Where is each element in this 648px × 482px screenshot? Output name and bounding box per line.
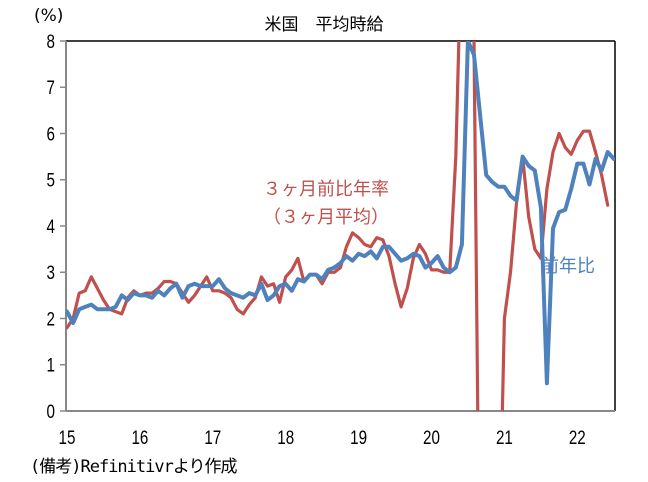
- x-tick-label: 15: [59, 426, 76, 448]
- y-tick-label: 4: [47, 215, 56, 237]
- x-axis: 15 16 17 18 19 20 21 22: [59, 410, 615, 448]
- x-tick-label: 19: [350, 426, 367, 448]
- x-tick-label: 20: [423, 426, 440, 448]
- series-3m-annualized-line: [66, 41, 610, 411]
- x-tick-label: 18: [277, 426, 294, 448]
- annotation-red-line-1: ３ヶ月前比年率: [263, 179, 389, 200]
- x-tick-label: 16: [131, 426, 148, 448]
- y-tick-label: 6: [47, 123, 55, 145]
- y-axis-unit-label: (%): [34, 6, 64, 26]
- y-tick-label: 5: [47, 169, 55, 191]
- y-tick-label: 8: [47, 30, 55, 52]
- y-tick-label: 2: [47, 308, 55, 330]
- x-tick-label: 22: [569, 426, 586, 448]
- y-tick-label: 3: [47, 262, 55, 284]
- x-tick-label: 17: [204, 426, 221, 448]
- annotation-blue-series: 前年比: [541, 256, 595, 277]
- y-axis: 0 1 2 3 4 5 6 7 8: [47, 30, 67, 422]
- annotation-red-line-2: （３ヶ月平均）: [263, 207, 389, 228]
- y-tick-label: 1: [47, 354, 55, 376]
- chart-title: 米国 平均時給: [264, 15, 384, 35]
- y-tick-label: 0: [47, 400, 55, 422]
- series-yoy-line: [66, 41, 615, 386]
- annotation-red-series: ３ヶ月前比年率 （３ヶ月平均）: [236, 176, 416, 232]
- x-tick-label: 21: [496, 426, 513, 448]
- y-tick-label: 7: [47, 77, 55, 99]
- plot-frame: [66, 40, 616, 411]
- source-note: (備考)Refinitivrより作成: [30, 457, 237, 477]
